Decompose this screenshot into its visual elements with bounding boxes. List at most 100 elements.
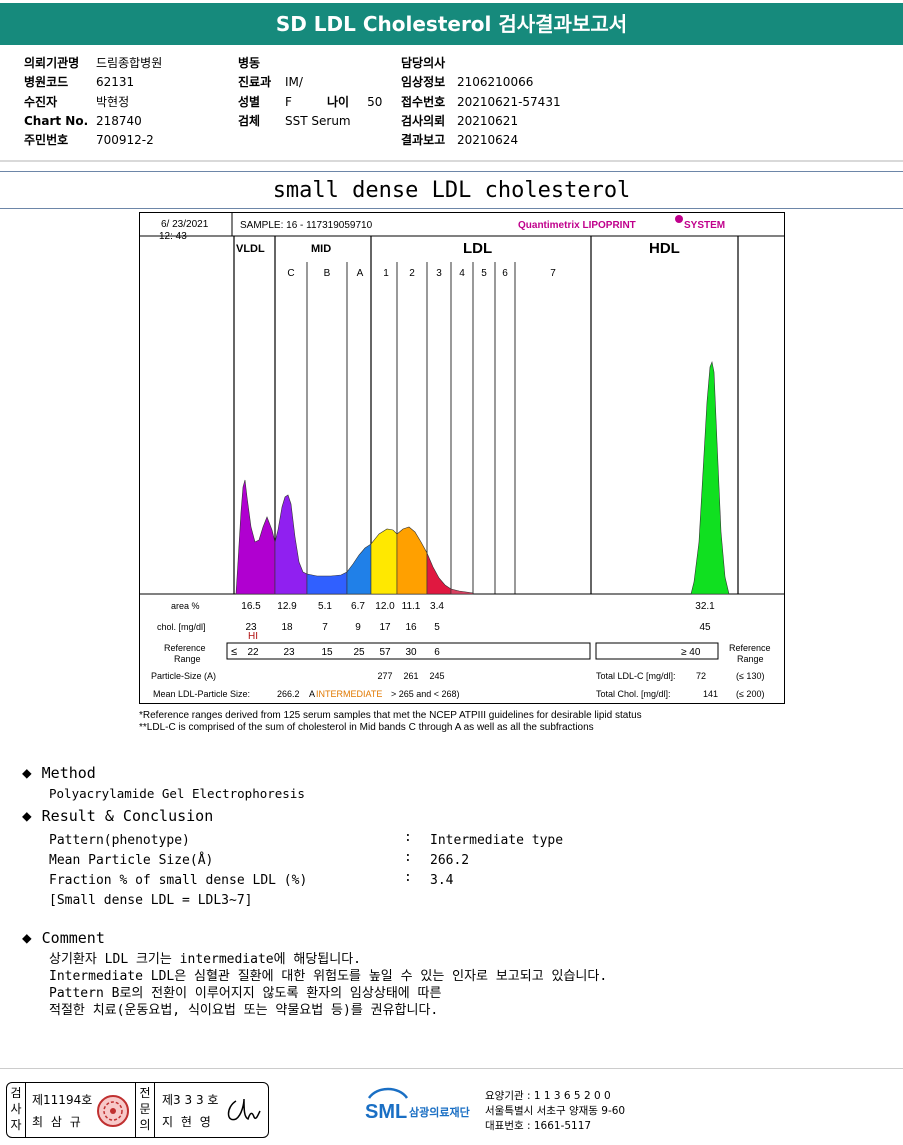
chart-footnotes: *Reference ranges derived from 125 serum…: [139, 710, 642, 734]
area-value: 32.1: [695, 601, 715, 612]
confirm-license: 제3 3 3 호: [162, 1093, 219, 1107]
area-value: 6.7: [351, 601, 365, 612]
org-line: 서울특별시 서초구 양재동 9-60: [485, 1105, 626, 1117]
info-row: 담당의사: [401, 54, 561, 73]
diamond-bullet-icon: ◆: [22, 806, 32, 825]
chol-value: 17: [379, 622, 391, 633]
row-label-ref-right-2: Range: [737, 654, 764, 664]
info-value: 20210621-57431: [457, 94, 561, 109]
sml-logo-icon: SML 삼광의료재단: [365, 1087, 470, 1123]
band-label: 5: [481, 268, 487, 279]
band-label: C: [287, 268, 294, 279]
chol-value: 45: [699, 622, 711, 633]
hi-flag: HI: [248, 631, 258, 642]
group-label-mid: MID: [311, 243, 331, 255]
info-value: 218740: [96, 113, 142, 128]
divider: [0, 171, 903, 172]
divider: [0, 160, 903, 162]
diamond-bullet-icon: ◆: [22, 928, 32, 947]
ref-range-box: [226, 642, 591, 660]
result-colon: :: [404, 870, 412, 885]
footnote: *Reference ranges derived from 125 serum…: [139, 710, 642, 721]
info-value: 700912-2: [96, 133, 154, 148]
result-colon: :: [404, 850, 412, 865]
total-chol-value: 141: [703, 689, 718, 699]
info-label: 주민번호: [24, 133, 69, 148]
info-label: 결과보고: [401, 133, 446, 148]
mean-category: INTERMEDIATE: [316, 689, 382, 699]
chol-value: 9: [355, 622, 361, 633]
chart-sample: SAMPLE: 16 - 117319059710: [240, 220, 373, 231]
info-value: 드림종합병원: [96, 56, 163, 70]
total-chol-label: Total Chol. [mg/dl]:: [596, 689, 671, 699]
age-label: 나이: [327, 95, 350, 109]
info-row: 병동: [238, 54, 351, 73]
result-value: Intermediate type: [430, 833, 564, 848]
info-value: 62131: [96, 75, 135, 90]
info-value: 2106210066: [457, 75, 534, 90]
result-colon: :: [404, 830, 412, 845]
hdl-ref-box: [595, 642, 719, 660]
ref-le-symbol: ≤: [231, 646, 237, 658]
group-label-vldl: VLDL: [236, 243, 265, 255]
curve-segment: [690, 360, 730, 595]
footer-divider: [0, 1068, 903, 1069]
lipoprint-chart: 6/ 23/2021 12: 43 SAMPLE: 16 - 117319059…: [139, 212, 785, 704]
row-label-particle: Particle-Size (A): [151, 671, 216, 681]
patient-info-right: 담당의사 임상정보 2106210066 접수번호 20210621-57431 검사의뢰…: [401, 54, 561, 150]
band-label: 1: [383, 268, 389, 279]
chol-value: 5: [434, 622, 440, 633]
info-label: 접수번호: [401, 94, 446, 109]
confirm-name: 지 현 영: [162, 1115, 213, 1129]
band-label: 3: [436, 268, 442, 279]
org-line: 대표번호 : 1661-5117: [485, 1120, 592, 1132]
area-value: 5.1: [318, 601, 332, 612]
comment-line: 적절한 치료(운동요법, 식이요법 또는 약물요법 등)를 권유합니다.: [49, 1003, 439, 1018]
reference-range-row: 22 23 15 25 57 30 6: [247, 647, 440, 658]
inspector-license: 제11194호: [32, 1093, 93, 1107]
chart-time: 12: 43: [159, 231, 187, 242]
particle-size-row: 277 261 245: [377, 671, 444, 681]
curve-segment: [235, 479, 276, 595]
chart-date: 6/ 23/2021: [161, 219, 209, 230]
info-value: 20210621: [457, 113, 519, 128]
particle-size-value: 261: [403, 671, 418, 681]
comment-line: Pattern B로의 전환이 이루어지지 않도록 환자의 임상상태에 따른: [49, 986, 442, 1001]
method-heading: ◆ Method: [22, 763, 96, 782]
info-row: 임상정보 2106210066: [401, 73, 561, 92]
total-ldl-label: Total LDL-C [mg/dl]:: [596, 671, 676, 681]
info-row: 검체 SST Serum: [238, 112, 351, 131]
band-label: 4: [459, 268, 465, 279]
info-row: 의뢰기관명 드림종합병원: [24, 54, 162, 73]
chol-value: 7: [322, 622, 328, 633]
org-logo: SML 삼광의료재단: [365, 1086, 485, 1126]
patient-info-middle: 병동 진료과 IM/성별 F 검체 SST Serum: [238, 54, 351, 131]
result-label: Fraction % of small dense LDL (%): [49, 873, 308, 888]
ref-value: 25: [353, 647, 365, 658]
info-label: 병원코드: [24, 75, 69, 90]
comment-line: 상기환자 LDL 크기는 intermediate에 해당됩니다.: [49, 952, 362, 967]
info-row: 검사의뢰 20210621: [401, 112, 561, 131]
info-row: 접수번호 20210621-57431: [401, 93, 561, 112]
ref-value: 30: [405, 647, 417, 658]
info-value: 박현정: [96, 94, 130, 109]
result-value: 266.2: [430, 853, 470, 868]
comment-heading: ◆ Comment: [22, 928, 105, 947]
info-value: 20210624: [457, 133, 519, 148]
chart-brand-suffix: SYSTEM: [684, 220, 725, 231]
info-label: Chart No.: [24, 113, 89, 128]
ref-value: 22: [247, 647, 259, 658]
area-value: 3.4: [430, 601, 444, 612]
info-label: 병동: [238, 56, 261, 70]
patient-info-left: 의뢰기관명 드림종합병원 병원코드 62131 수진자 박현정 Chart No. 21874…: [24, 54, 162, 150]
total-chol-ref: (≤ 200): [736, 689, 764, 699]
info-row: Chart No. 218740: [24, 112, 162, 131]
curve-segment: [370, 528, 398, 595]
row-label-chol: chol. [mg/dl]: [157, 622, 206, 632]
age-field: 나이 50: [327, 93, 382, 110]
info-value: SST Serum: [285, 113, 351, 128]
info-label: 검사의뢰: [401, 113, 446, 128]
age-value: 50: [367, 95, 383, 109]
